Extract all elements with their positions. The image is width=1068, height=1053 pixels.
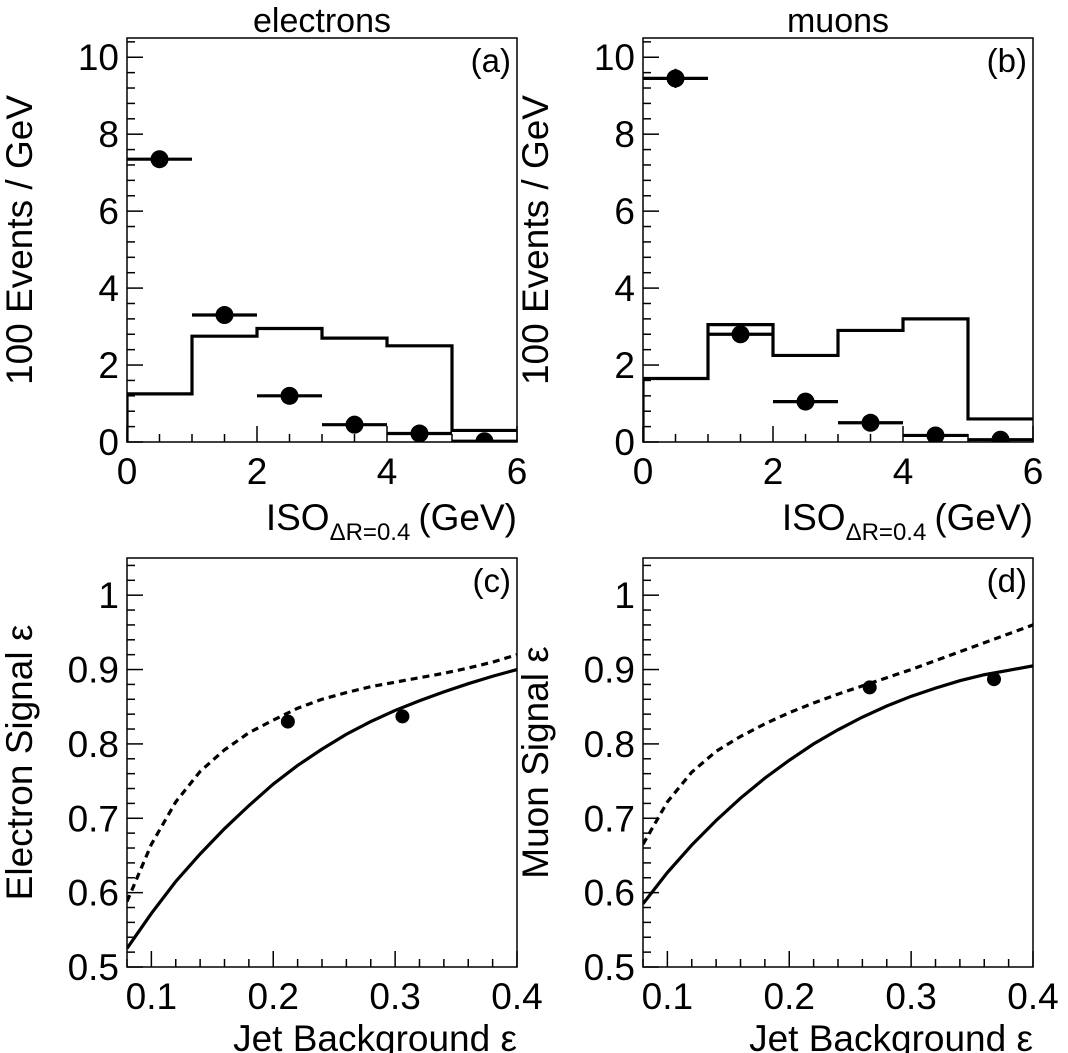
y-axis-label: 100 Events / GeV xyxy=(0,95,40,385)
y-tick-label: 0.9 xyxy=(584,650,635,691)
data-point xyxy=(280,386,299,405)
y-tick-label: 6 xyxy=(614,191,635,232)
panel-d: 0.1 0.2 0.3 0.4 0.5 0.6 0.7 0.8 0.9 1 (d) Muon Sign… xyxy=(515,557,1059,1053)
x-tick-label: 0.2 xyxy=(764,976,815,1017)
panel-label: (d) xyxy=(987,562,1027,599)
y-tick-label: 0.8 xyxy=(584,724,635,765)
plot-frame xyxy=(642,37,1034,443)
dashed-curve xyxy=(643,623,1033,846)
dashed-curve xyxy=(127,653,517,903)
x-tick-label: 0.1 xyxy=(126,976,177,1017)
x-tick-label: 0.1 xyxy=(642,976,693,1017)
x-tick-label: 2 xyxy=(763,451,784,492)
y-tick-label: 10 xyxy=(594,37,635,78)
panel-label: (c) xyxy=(473,562,511,599)
panel-c: 0.1 0.2 0.3 0.4 0.5 0.6 0.7 0.8 0.9 1 (c) Electron … xyxy=(0,557,543,1053)
x-tick-label: 0.3 xyxy=(885,976,936,1017)
y-tick-label: 10 xyxy=(78,37,119,78)
x-tick-label: 0.3 xyxy=(369,976,420,1017)
plot-frame xyxy=(126,557,518,968)
y-tick-label: 0.5 xyxy=(68,947,119,988)
working-point xyxy=(862,680,877,695)
y-tick-label: 2 xyxy=(614,345,635,386)
y-tick-label: 0.7 xyxy=(68,798,119,839)
y-tick-label: 0.6 xyxy=(584,873,635,914)
data-point xyxy=(345,415,364,434)
x-axis-label-unit: (GeV) xyxy=(934,497,1033,538)
histogram-line xyxy=(127,326,517,442)
panel-title: electrons xyxy=(253,2,391,40)
x-axis-label: ISOΔR=0.4 (GeV) xyxy=(782,497,1033,546)
working-point xyxy=(395,709,410,724)
y-tick-label: 8 xyxy=(614,114,635,155)
histogram-line xyxy=(643,317,1033,442)
data-point xyxy=(861,413,880,432)
panel-title: muons xyxy=(787,2,889,40)
solid-curve xyxy=(643,664,1033,905)
y-tick-label: 1 xyxy=(614,575,635,616)
y-tick-label: 8 xyxy=(98,114,119,155)
y-tick-label: 6 xyxy=(98,191,119,232)
working-point xyxy=(280,714,295,729)
y-tick-label: 2 xyxy=(98,345,119,386)
plot-frame xyxy=(126,37,518,443)
y-tick-label: 0 xyxy=(614,422,635,463)
x-axis-label: Jet Background ε xyxy=(749,1018,1033,1053)
x-axis-label: Jet Background ε xyxy=(233,1018,517,1053)
x-tick-label: 6 xyxy=(507,451,528,492)
y-tick-label: 0.8 xyxy=(68,724,119,765)
x-tick-label: 4 xyxy=(893,451,914,492)
data-layer xyxy=(643,623,1033,905)
x-tick-label: 0.2 xyxy=(248,976,299,1017)
data-point xyxy=(475,432,494,442)
data-point xyxy=(150,150,169,169)
x-tick-label: 0 xyxy=(633,451,654,492)
x-tick-label: 4 xyxy=(377,451,398,492)
x-axis-label-unit: (GeV) xyxy=(418,497,517,538)
panel-a: 0 2 4 6 0 2 4 6 8 10 electrons (a) 100 Events / GeV I… xyxy=(0,2,527,546)
y-tick-label: 4 xyxy=(98,268,119,309)
solid-curve xyxy=(127,668,517,950)
x-axis-label: ISOΔR=0.4 (GeV) xyxy=(266,497,517,546)
y-axis-label: Electron Signal ε xyxy=(0,625,40,901)
x-tick-label: 0.4 xyxy=(1007,976,1058,1017)
x-tick-label: 2 xyxy=(247,451,268,492)
y-tick-label: 1 xyxy=(98,575,119,616)
y-tick-label: 0.9 xyxy=(68,650,119,691)
y-axis-label: 100 Events / GeV xyxy=(515,95,556,385)
y-tick-label: 0.6 xyxy=(68,873,119,914)
data-point xyxy=(666,69,685,88)
y-tick-label: 0.5 xyxy=(584,947,635,988)
x-axis-label-main: ISO xyxy=(266,497,330,538)
data-point xyxy=(215,306,234,325)
panel-label: (b) xyxy=(987,42,1027,79)
data-point xyxy=(731,325,750,344)
x-tick-label: 0.4 xyxy=(491,976,542,1017)
panel-label: (a) xyxy=(471,42,511,79)
working-point xyxy=(987,672,1001,687)
y-tick-label: 4 xyxy=(614,268,635,309)
x-tick-label: 0 xyxy=(117,451,138,492)
x-axis-label-main: ISO xyxy=(782,497,846,538)
data-point xyxy=(926,426,945,442)
y-tick-label: 0 xyxy=(98,422,119,463)
data-point xyxy=(796,392,815,411)
y-axis-label: Muon Signal ε xyxy=(515,646,556,878)
data-layer xyxy=(643,68,1033,442)
x-tick-label: 6 xyxy=(1023,451,1044,492)
data-layer xyxy=(127,150,517,442)
data-point xyxy=(991,430,1010,442)
x-axis-label-subscript: ΔR=0.4 xyxy=(330,519,411,546)
y-tick-label: 0.7 xyxy=(584,798,635,839)
data-layer xyxy=(127,653,517,950)
x-axis-label-subscript: ΔR=0.4 xyxy=(846,519,927,546)
data-point xyxy=(410,424,429,442)
panel-b: 0 2 4 6 0 2 4 6 8 10 muons (b) 100 Events / GeV ISOΔR… xyxy=(515,2,1043,546)
